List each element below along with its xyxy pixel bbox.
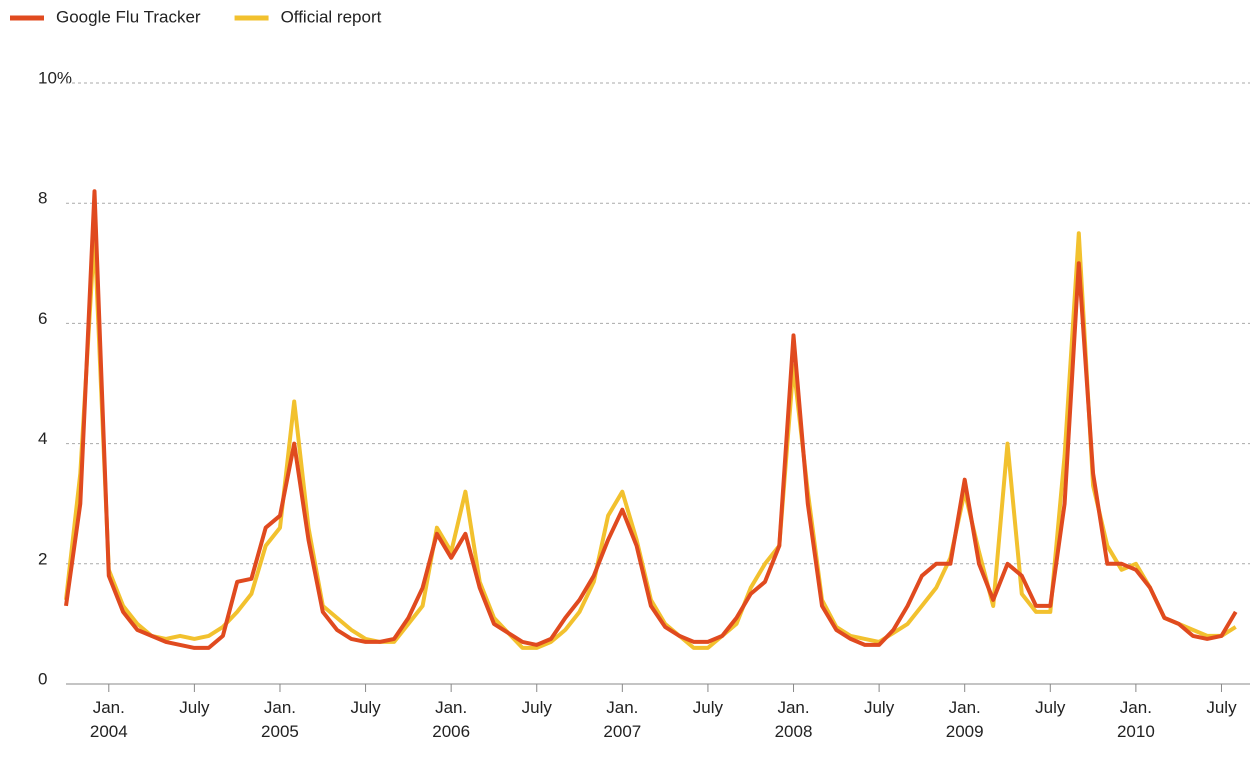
y-tick-label: 6 <box>38 309 47 328</box>
series-line <box>64 189 1238 650</box>
x-tick-label: Jan. 2008 <box>774 698 813 741</box>
x-tick-label: July <box>179 698 210 717</box>
x-tick-label: July <box>350 698 381 717</box>
legend-label: Official report <box>281 7 382 26</box>
y-tick-label: 0 <box>38 669 47 688</box>
y-tick-label: 10% <box>38 68 72 87</box>
y-tick-label: 4 <box>38 429 47 448</box>
series-line <box>64 231 1237 650</box>
x-tick-label: Jan. 2010 <box>1116 698 1155 741</box>
x-tick-label: July <box>863 698 895 717</box>
y-tick-label: 8 <box>38 189 47 208</box>
x-tick-label: Jan. 2005 <box>261 698 299 741</box>
x-tick-label: July <box>692 698 724 717</box>
x-tick-label: July <box>1206 698 1237 717</box>
x-tick-label: Jan. 2004 <box>89 698 128 741</box>
x-tick-label: Jan. 2009 <box>945 698 984 741</box>
x-tick-label: Jan. 2006 <box>432 698 471 741</box>
x-tick-label: July <box>521 698 552 717</box>
x-tick-label: July <box>1035 698 1066 717</box>
y-tick-label: 2 <box>38 549 47 568</box>
legend-label: Google Flu Tracker <box>56 7 201 26</box>
x-tick-label: Jan. 2007 <box>603 698 642 741</box>
